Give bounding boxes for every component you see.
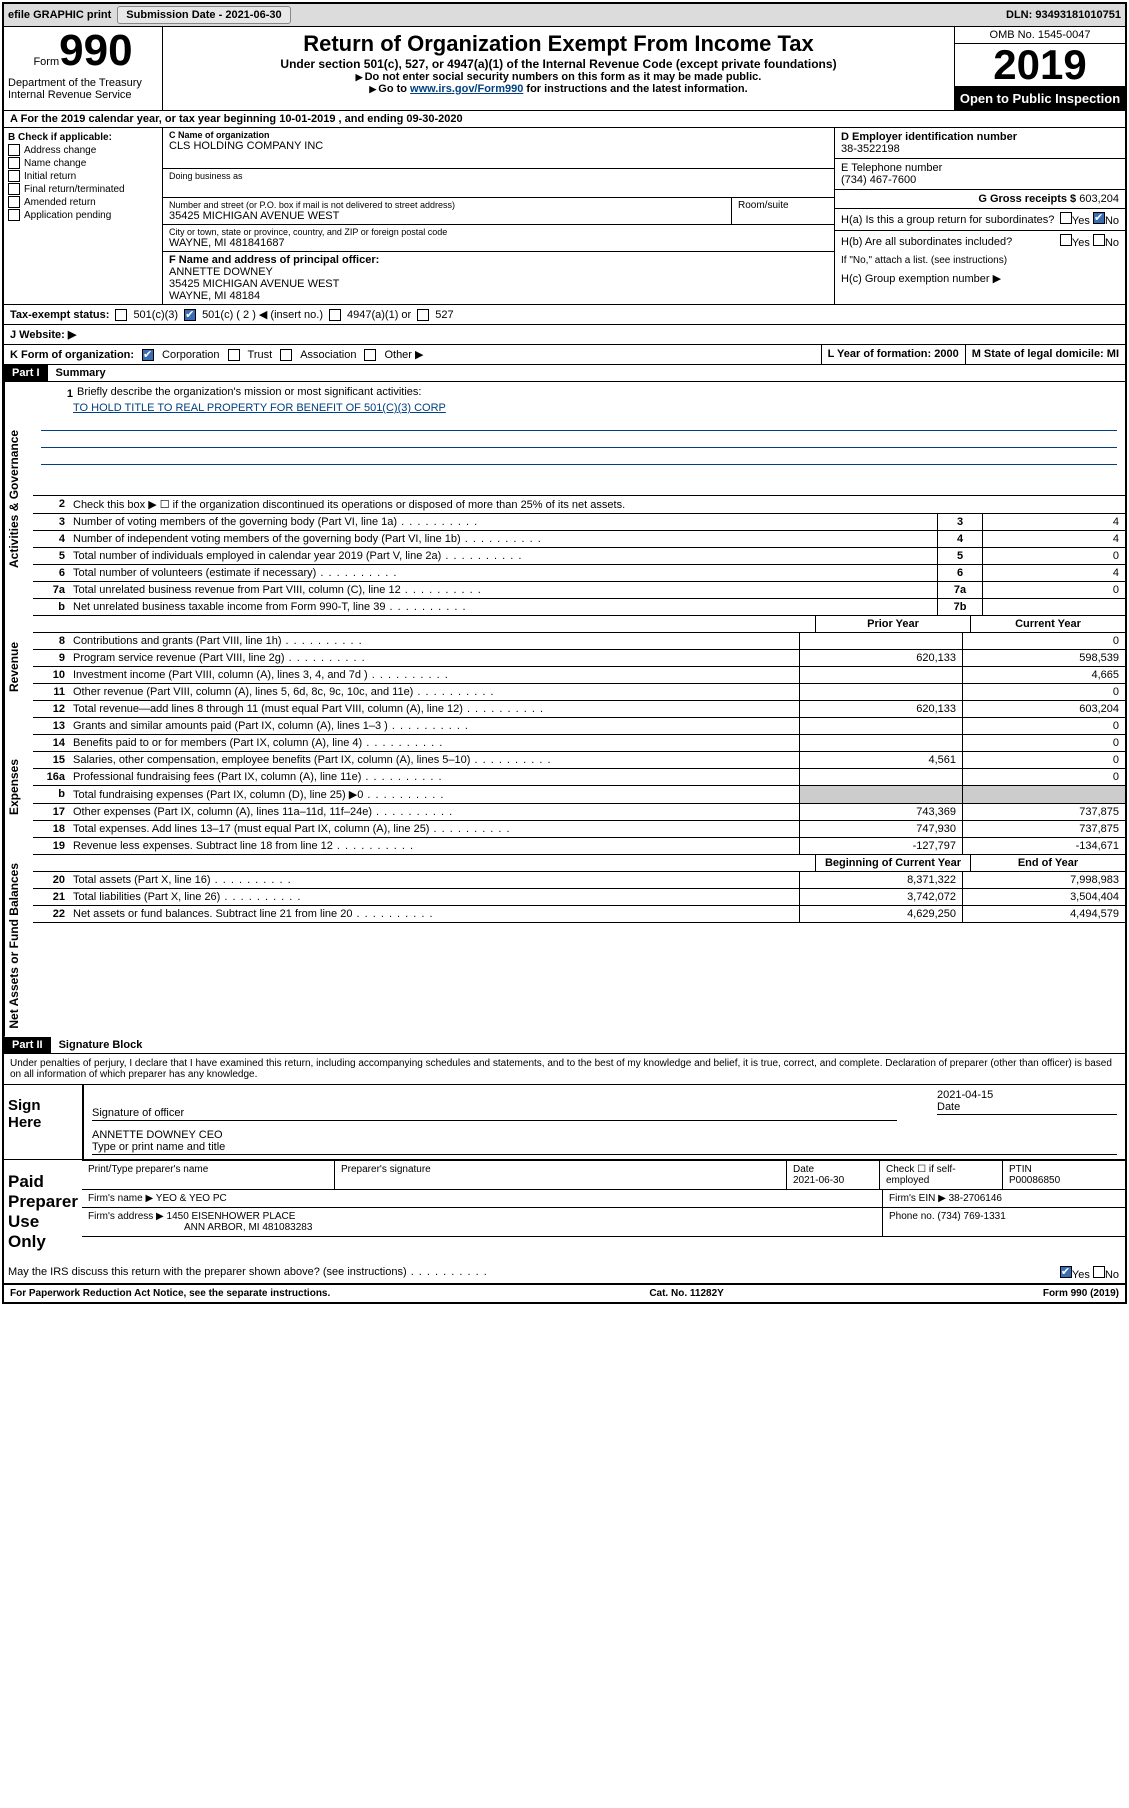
ptin: P00086850 bbox=[1009, 1175, 1060, 1186]
chk-other[interactable] bbox=[364, 349, 376, 361]
discuss-no[interactable] bbox=[1093, 1266, 1105, 1278]
chk-pending[interactable] bbox=[8, 209, 20, 221]
chk-4947[interactable] bbox=[329, 309, 341, 321]
ha-no[interactable] bbox=[1093, 212, 1105, 224]
chk-final[interactable] bbox=[8, 183, 20, 195]
footer-left: For Paperwork Reduction Act Notice, see … bbox=[10, 1288, 330, 1299]
chk-527[interactable] bbox=[417, 309, 429, 321]
chk-amended[interactable] bbox=[8, 196, 20, 208]
dln-label: DLN: 93493181010751 bbox=[1006, 9, 1121, 21]
org-name: CLS HOLDING COMPANY INC bbox=[169, 140, 828, 152]
state-domicile: M State of legal domicile: MI bbox=[965, 345, 1125, 364]
discuss-yes[interactable] bbox=[1060, 1266, 1072, 1278]
part1-title: Summary bbox=[48, 365, 114, 381]
chk-corp[interactable] bbox=[142, 349, 154, 361]
main-title: Return of Organization Exempt From Incom… bbox=[167, 31, 950, 57]
col-b: B Check if applicable: Address change Na… bbox=[4, 128, 163, 304]
footer-cat: Cat. No. 11282Y bbox=[649, 1288, 723, 1299]
irs-link[interactable]: www.irs.gov/Form990 bbox=[410, 83, 523, 95]
tax-year: 2019 bbox=[955, 44, 1125, 87]
officer-type-name: ANNETTE DOWNEY CEO bbox=[92, 1129, 1117, 1141]
vert-governance: Activities & Governance bbox=[4, 382, 33, 616]
phone: (734) 467-7600 bbox=[841, 174, 1119, 186]
chk-501c[interactable] bbox=[184, 309, 196, 321]
sign-here: Sign Here bbox=[4, 1085, 82, 1159]
hb-yes[interactable] bbox=[1060, 234, 1072, 246]
subtitle: Under section 501(c), 527, or 4947(a)(1)… bbox=[167, 57, 950, 71]
chk-assoc[interactable] bbox=[280, 349, 292, 361]
title-cell: Return of Organization Exempt From Incom… bbox=[163, 27, 954, 110]
city-state-zip: WAYNE, MI 481841687 bbox=[169, 237, 828, 249]
submission-button[interactable]: Submission Date - 2021-06-30 bbox=[117, 6, 290, 24]
part1-header: Part I bbox=[4, 365, 48, 381]
row-a: A For the 2019 calendar year, or tax yea… bbox=[4, 111, 1125, 128]
chk-address[interactable] bbox=[8, 144, 20, 156]
sig-date: 2021-04-15 bbox=[937, 1089, 1117, 1101]
prep-date: 2021-06-30 bbox=[793, 1175, 844, 1186]
footer-form: Form 990 (2019) bbox=[1043, 1288, 1119, 1299]
ha-yes[interactable] bbox=[1060, 212, 1072, 224]
gross-receipts: 603,204 bbox=[1079, 193, 1119, 205]
part2-header: Part II bbox=[4, 1037, 51, 1053]
chk-501c3[interactable] bbox=[115, 309, 127, 321]
department: Department of the Treasury Internal Reve… bbox=[4, 75, 163, 110]
mission-value: TO HOLD TITLE TO REAL PROPERTY FOR BENEF… bbox=[41, 402, 1117, 414]
vert-net: Net Assets or Fund Balances bbox=[4, 855, 33, 1037]
part2-title: Signature Block bbox=[51, 1037, 151, 1053]
chk-name[interactable] bbox=[8, 157, 20, 169]
header-bar: efile GRAPHIC print Submission Date - 20… bbox=[4, 4, 1125, 27]
firm-phone: (734) 769-1331 bbox=[937, 1211, 1005, 1222]
chk-initial[interactable] bbox=[8, 170, 20, 182]
paid-preparer: Paid Preparer Use Only bbox=[4, 1160, 82, 1264]
vert-expenses: Expenses bbox=[4, 718, 33, 855]
vert-revenue: Revenue bbox=[4, 616, 33, 718]
year-formation: L Year of formation: 2000 bbox=[821, 345, 965, 364]
firm-name: YEO & YEO PC bbox=[156, 1193, 227, 1204]
hc-exemption: H(c) Group exemption number ▶ bbox=[835, 269, 1125, 288]
website-row: J Website: ▶ bbox=[4, 325, 1125, 344]
form-number-cell: Form990 bbox=[4, 27, 163, 75]
inspection-badge: Open to Public Inspection bbox=[955, 87, 1125, 110]
form-990: 990 bbox=[59, 26, 132, 75]
chk-trust[interactable] bbox=[228, 349, 240, 361]
street-address: 35425 MICHIGAN AVENUE WEST bbox=[169, 210, 725, 222]
instr-ssn: Do not enter social security numbers on … bbox=[365, 71, 762, 83]
ein: 38-3522198 bbox=[841, 143, 1119, 155]
perjury-declaration: Under penalties of perjury, I declare th… bbox=[4, 1054, 1125, 1084]
efile-label: efile GRAPHIC print bbox=[8, 9, 111, 21]
officer-name: ANNETTE DOWNEY bbox=[169, 266, 828, 278]
hb-no[interactable] bbox=[1093, 234, 1105, 246]
firm-ein: 38-2706146 bbox=[949, 1193, 1002, 1204]
